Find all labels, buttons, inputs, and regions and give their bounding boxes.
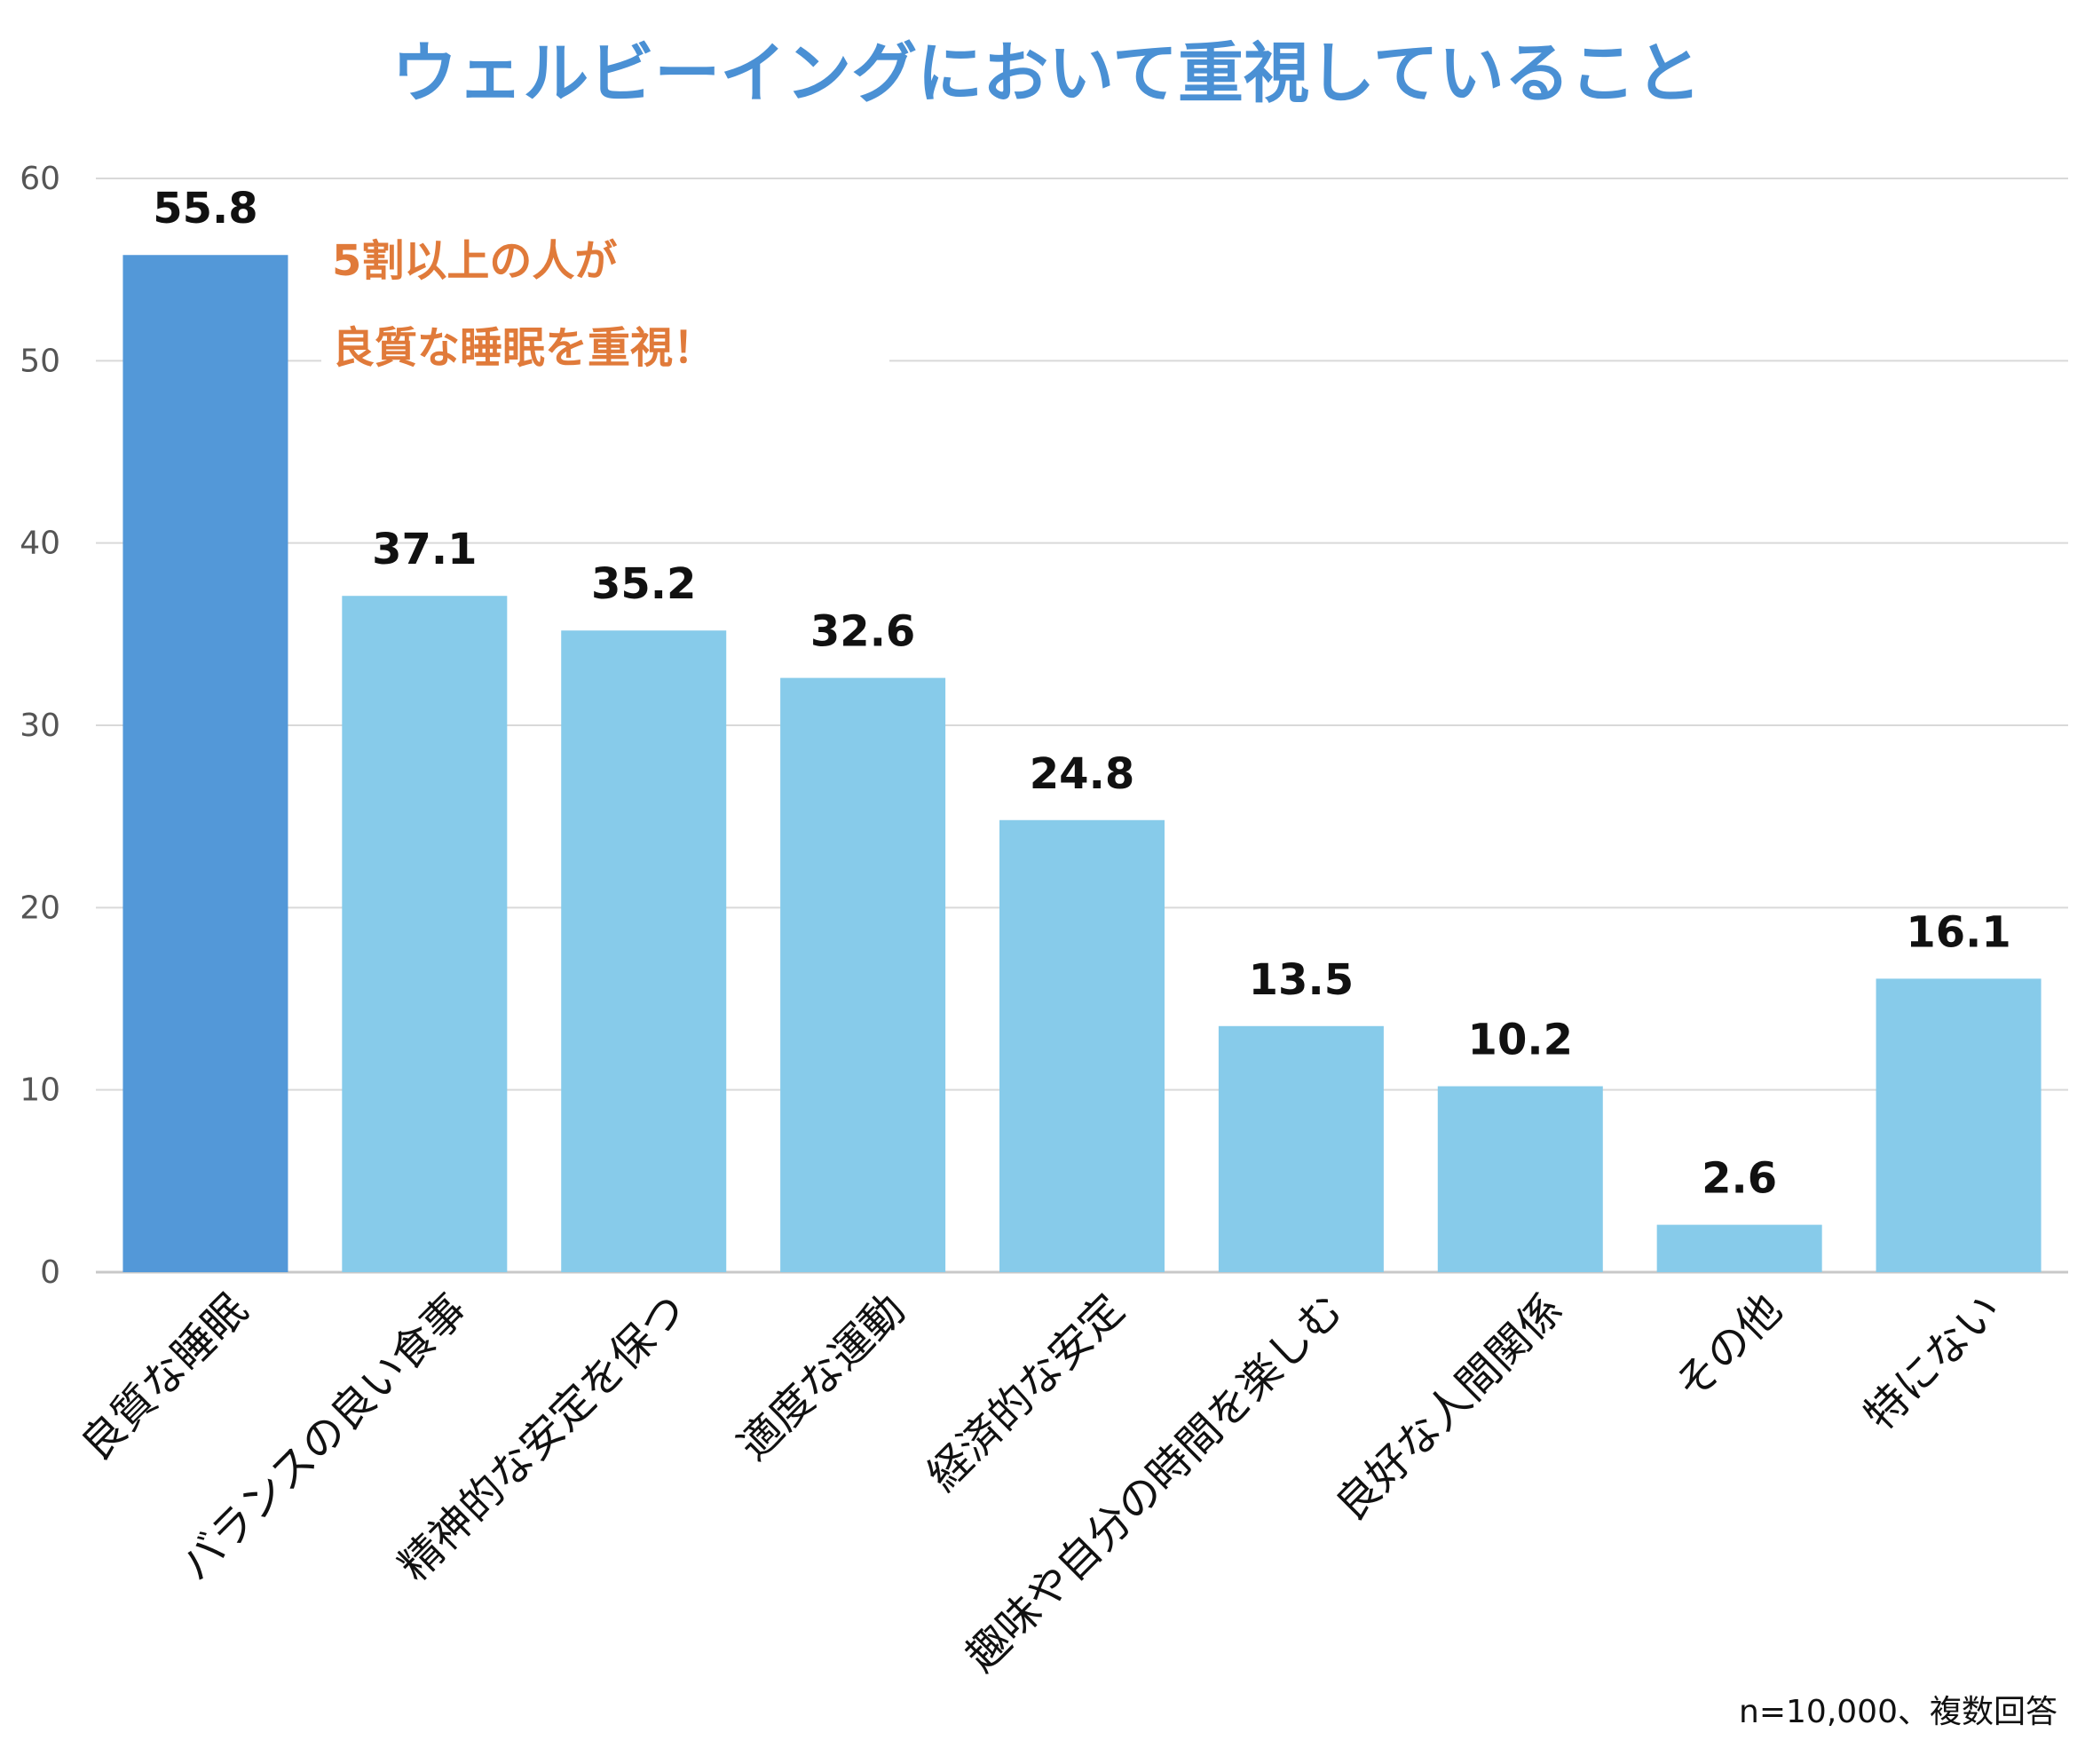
x-tick-label: 経済的な安定 <box>918 1285 1133 1500</box>
bar <box>1218 1025 1384 1272</box>
bar <box>1437 1086 1603 1272</box>
y-tick-label: 30 <box>20 708 60 744</box>
bars <box>122 255 2042 1272</box>
bar <box>999 819 1165 1272</box>
y-tick-label: 40 <box>20 526 60 562</box>
data-label: 35.2 <box>591 559 696 609</box>
data-label: 55.8 <box>153 184 257 233</box>
x-tick-label: その他 <box>1666 1285 1791 1410</box>
data-label: 16.1 <box>1906 907 2010 957</box>
data-label: 13.5 <box>1249 955 1354 1005</box>
bar <box>1656 1224 1822 1272</box>
bar <box>780 677 946 1272</box>
y-axis-ticks: 0 10 20 30 40 50 60 <box>20 161 60 1291</box>
data-label: 10.2 <box>1468 1016 1573 1065</box>
value-labels: 55.8 37.1 35.2 32.6 24.8 13.5 10.2 2.6 16.1 <box>153 184 2011 1203</box>
bar <box>561 630 727 1272</box>
bar <box>1876 978 2042 1272</box>
y-tick-label: 50 <box>20 343 60 379</box>
y-tick-label: 20 <box>20 890 60 926</box>
data-label: 2.6 <box>1702 1154 1777 1204</box>
annotation-line-2: 良質な睡眠を重視！ <box>332 323 715 373</box>
x-tick-label: 良好な人間関係 <box>1326 1285 1572 1531</box>
sample-note: n=10,000、複数回答 <box>1739 1694 2057 1730</box>
chart-title: ウェルビーイングにおいて重視していること <box>391 36 1702 112</box>
x-tick-label: 特にない <box>1855 1285 2010 1440</box>
bar <box>342 596 508 1272</box>
annotation-background <box>321 222 889 384</box>
y-tick-label: 60 <box>20 161 60 197</box>
data-label: 37.1 <box>372 525 477 574</box>
y-tick-label: 10 <box>20 1072 60 1109</box>
bar <box>122 255 288 1272</box>
data-label: 24.8 <box>1030 749 1134 799</box>
x-tick-label: 適度な運動 <box>729 1285 914 1470</box>
y-tick-label: 0 <box>40 1254 60 1291</box>
data-label: 32.6 <box>810 607 915 657</box>
x-tick-label: 趣味や自分の時間を楽しむ <box>956 1285 1353 1681</box>
x-tick-label: 良質な睡眠 <box>72 1285 257 1470</box>
annotation-line-1: 5割以上の人が <box>332 236 617 286</box>
